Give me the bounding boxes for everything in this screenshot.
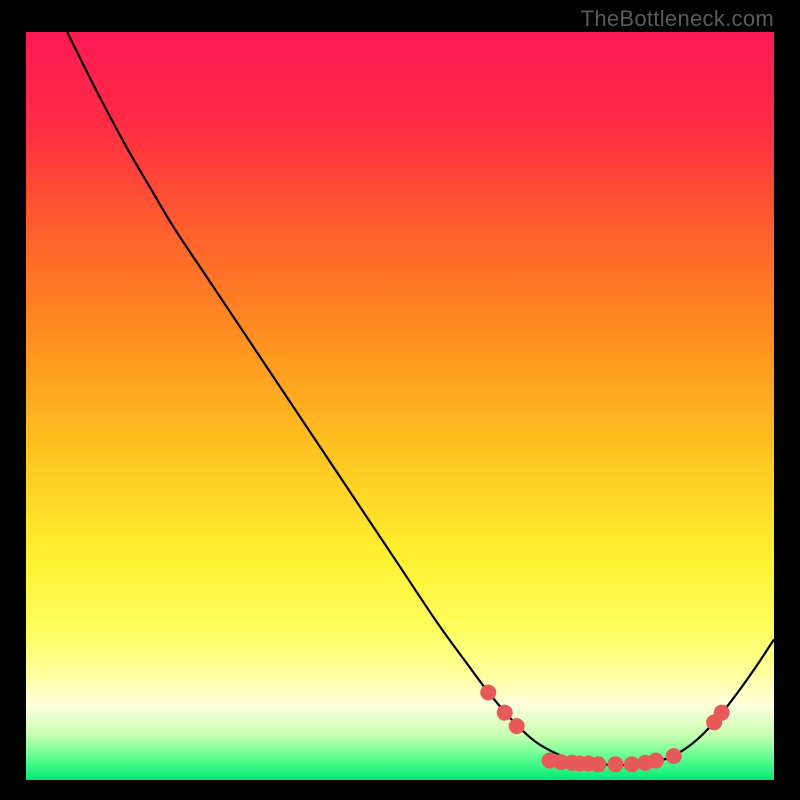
curve-marker xyxy=(624,756,640,772)
curve-marker xyxy=(607,756,623,772)
watermark-text: TheBottleneck.com xyxy=(581,6,774,32)
curve-marker xyxy=(648,753,664,769)
chart-background xyxy=(26,32,774,780)
curve-marker xyxy=(480,684,496,700)
curve-marker xyxy=(714,705,730,721)
curve-marker xyxy=(666,748,682,764)
bottleneck-chart xyxy=(26,32,774,780)
curve-marker xyxy=(590,756,606,772)
curve-marker xyxy=(497,705,513,721)
curve-marker xyxy=(509,718,525,734)
